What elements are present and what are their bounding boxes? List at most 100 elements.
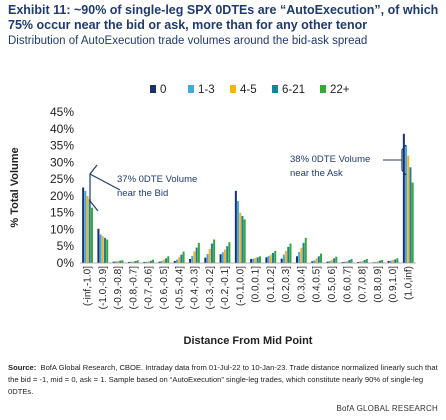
bar — [234, 190, 237, 263]
bar — [282, 254, 285, 263]
bar — [130, 261, 133, 263]
bar — [256, 257, 259, 263]
bar — [320, 253, 323, 263]
legend-label: 1-3 — [198, 84, 215, 96]
bar — [300, 247, 303, 263]
x-axis-label: Distance From Mid Point — [184, 335, 313, 347]
bar — [195, 247, 198, 263]
annotation-ask-line2: near the Ask — [290, 168, 343, 179]
bar — [333, 258, 336, 263]
bar — [289, 243, 292, 263]
y-tick-label: 15% — [50, 206, 74, 220]
bar — [197, 242, 200, 263]
bar — [167, 256, 170, 263]
annotation-ask: 38% 0DTE Volume near the Ask — [290, 144, 407, 179]
bar — [295, 256, 298, 263]
bar — [189, 258, 192, 263]
bar — [90, 207, 93, 263]
bar — [389, 260, 392, 263]
bar — [405, 145, 408, 263]
bar — [265, 257, 268, 263]
bar — [101, 236, 104, 263]
bar — [97, 228, 100, 263]
y-tick-label: 20% — [50, 189, 74, 203]
bar — [267, 255, 270, 263]
bar — [147, 261, 150, 263]
bar — [239, 212, 242, 263]
bar — [374, 261, 377, 263]
bar — [396, 258, 399, 263]
bar — [361, 260, 364, 263]
bar — [237, 200, 240, 263]
bar — [272, 252, 275, 263]
y-tick-label: 10% — [50, 222, 74, 236]
y-tick-label: 35% — [50, 139, 74, 153]
bar — [313, 260, 316, 263]
x-tick-label: (0.0,0.1] — [251, 266, 262, 303]
y-tick-label: 45% — [50, 105, 74, 119]
x-tick-label: (0.4,0.5] — [312, 266, 323, 303]
annotation-bid-line2: near the Bid — [117, 188, 168, 199]
bar — [223, 249, 226, 263]
bar-chart: 0 1-3 4-5 6-21 22+ 0% 5% 10% 15% 20% 25% 30% 35% 40%… — [9, 84, 416, 347]
bar — [350, 258, 353, 263]
annotation-bid: 37% 0DTE Volume near the Bid — [89, 164, 197, 212]
bar — [208, 248, 211, 263]
legend-swatch — [188, 85, 194, 93]
legend-label: 6-21 — [282, 84, 305, 96]
x-axis: (-inf,-1.0] (-1.0,-0.9] (-0.9,-0.8] (-0.8,-… — [83, 266, 415, 310]
x-tick-label: (0.5,0.6] — [327, 266, 338, 303]
bar — [210, 243, 213, 263]
bar — [357, 261, 360, 263]
x-tick-label: (0.6,0.7] — [342, 266, 353, 303]
bar — [280, 258, 283, 263]
x-tick-label: (-0.5,-0.4] — [174, 266, 185, 310]
source-label: Source: — [8, 363, 37, 372]
x-tick-label: (-0.4,-0.3] — [190, 266, 201, 310]
annotation-bid-arrow — [89, 173, 121, 191]
bar — [254, 257, 257, 263]
bar — [365, 258, 368, 263]
x-tick-label: (-inf,-1.0] — [83, 266, 94, 306]
y-tick-label: 25% — [50, 172, 74, 186]
bar — [363, 259, 366, 263]
x-tick-label: (-1.0,-0.9] — [98, 266, 109, 310]
bar — [317, 256, 320, 263]
x-tick-label: (0.2,0.3] — [281, 266, 292, 303]
bar — [204, 257, 207, 263]
bar — [394, 259, 397, 263]
bar — [84, 190, 87, 263]
bar — [158, 261, 161, 263]
bar — [114, 261, 117, 263]
bar — [328, 260, 331, 263]
legend-swatch — [230, 85, 236, 93]
x-tick-label: (0.8,0.9] — [373, 266, 384, 303]
bar — [221, 252, 224, 263]
bar — [117, 260, 120, 263]
source-note: Source: BofA Global Research, CBOE. Intr… — [8, 362, 440, 398]
bar — [134, 260, 137, 263]
bar — [285, 250, 288, 263]
bar — [143, 261, 146, 263]
bar — [346, 260, 349, 263]
y-tick-label: 0% — [57, 256, 75, 270]
bar — [182, 251, 185, 263]
bar — [287, 246, 290, 263]
x-tick-label: (-0.3,-0.2] — [205, 266, 216, 310]
bar — [326, 261, 329, 263]
bar — [387, 260, 390, 263]
bar — [206, 253, 209, 263]
bar — [213, 239, 216, 263]
bar — [175, 259, 178, 263]
bar — [402, 133, 405, 263]
bar — [241, 216, 244, 263]
bar — [152, 259, 155, 263]
bar — [343, 261, 346, 263]
bar — [274, 250, 277, 263]
x-tick-label: (-0.9,-0.8] — [113, 266, 124, 310]
bar — [160, 260, 163, 263]
y-tick-label: 30% — [50, 155, 74, 169]
bar — [127, 261, 130, 263]
chart-legend: 0 1-3 4-5 6-21 22+ — [150, 84, 350, 96]
bar — [298, 251, 301, 263]
